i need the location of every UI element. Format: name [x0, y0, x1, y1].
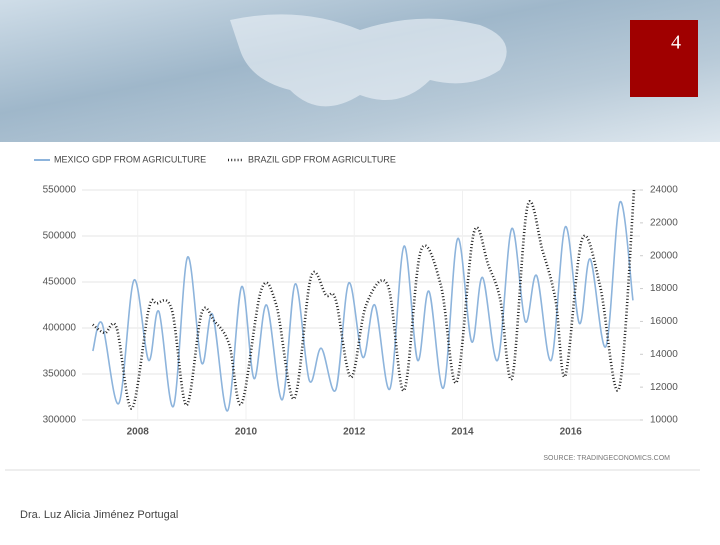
y-tick-label: 500000 — [43, 231, 77, 242]
legend-label: MEXICO GDP FROM AGRICULTURE — [54, 154, 206, 164]
y2-tick-label: 24000 — [650, 185, 678, 196]
source: SOURCE: TRADINGECONOMICS.COM — [543, 455, 670, 462]
y2-tick-label: 12000 — [650, 382, 678, 393]
y2-tick-label: 18000 — [650, 283, 678, 294]
y2-tick-label: 22000 — [650, 217, 678, 228]
footer: Dra. Luz Alicia Jiménez Portugal — [20, 509, 178, 521]
x-tick-label: 2012 — [343, 427, 366, 438]
slide-number: 4 — [671, 32, 681, 54]
x-tick-label: 2008 — [127, 427, 150, 438]
y-tick-label: 400000 — [43, 323, 77, 334]
map-shape — [230, 14, 507, 107]
y2-tick-label: 14000 — [650, 349, 678, 360]
x-tick-label: 2010 — [235, 427, 258, 438]
line-series — [92, 189, 636, 410]
x-tick-label: 2014 — [451, 427, 474, 438]
y-tick-label: 550000 — [43, 185, 77, 196]
slide-number-box — [630, 20, 698, 97]
legend-label: BRAZIL GDP FROM AGRICULTURE — [248, 154, 396, 164]
x-tick-label: 2016 — [560, 427, 583, 438]
y2-tick-label: 20000 — [650, 250, 678, 261]
y2-tick-label: 10000 — [650, 415, 678, 426]
y-tick-label: 350000 — [43, 369, 77, 380]
line-series — [92, 201, 634, 412]
y2-tick-label: 16000 — [650, 316, 678, 327]
y-tick-label: 300000 — [43, 415, 77, 426]
y-tick-label: 450000 — [43, 277, 77, 288]
